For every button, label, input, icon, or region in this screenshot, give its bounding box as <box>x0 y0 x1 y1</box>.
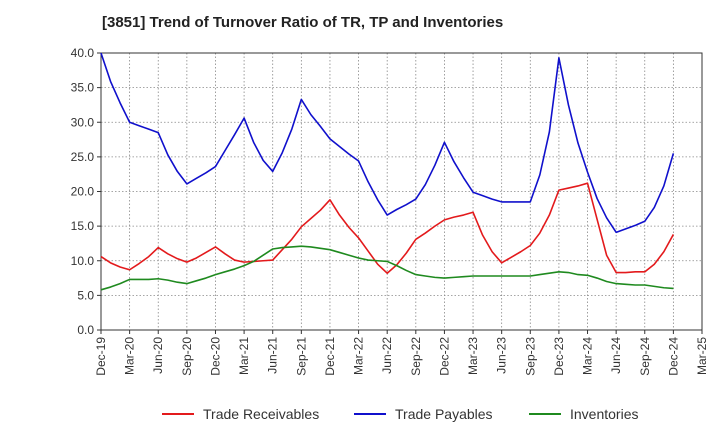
x-tick-label: Sep-24 <box>638 337 652 376</box>
x-tick-label: Sep-21 <box>294 337 308 376</box>
x-tick-label: Dec-19 <box>94 337 108 376</box>
x-tick-label: Mar-24 <box>581 337 595 375</box>
x-tick-label: Dec-21 <box>323 337 337 376</box>
axes: 0.0 5.0 10.0 15.0 20.0 25.0 30.0 35.0 40.0 Dec-19… <box>71 46 709 376</box>
x-tick-label: Sep-22 <box>409 337 423 376</box>
x-tick-label: Mar-22 <box>352 337 366 375</box>
x-tick-label: Jun-22 <box>380 337 394 374</box>
x-tick-label: Jun-20 <box>151 337 165 374</box>
x-tick-label: Mar-21 <box>237 337 251 375</box>
x-tick-label: Dec-23 <box>552 337 566 376</box>
x-tick-label: Dec-24 <box>666 337 680 376</box>
x-tick-label: Mar-25 <box>695 337 709 375</box>
x-tick-label: Dec-22 <box>437 337 451 376</box>
series-line-trade-payables <box>100 52 675 234</box>
x-tick-label: Dec-20 <box>208 337 222 376</box>
y-tick-label: 35.0 <box>71 81 95 95</box>
x-tick-label: Mar-23 <box>466 337 480 375</box>
y-tick-label: 0.0 <box>77 323 94 337</box>
y-tick-label: 40.0 <box>71 46 95 60</box>
legend-label: Trade Payables <box>395 406 493 422</box>
y-tick-label: 10.0 <box>71 254 95 268</box>
legend: Trade Receivables Trade Payables Inventori… <box>162 406 638 422</box>
series-line-inventories <box>100 245 674 291</box>
y-tick-label: 5.0 <box>77 288 94 302</box>
series-lines <box>100 52 675 291</box>
y-tick-label: 25.0 <box>71 150 95 164</box>
legend-label: Trade Receivables <box>203 406 319 422</box>
x-tick-label: Jun-23 <box>495 337 509 374</box>
x-tick-label: Sep-20 <box>180 337 194 376</box>
x-tick-label: Jun-21 <box>266 337 280 374</box>
series-line-trade-receivables <box>100 182 675 275</box>
chart-title: [3851] Trend of Turnover Ratio of TR, TP… <box>102 14 504 31</box>
plot-frame <box>100 52 703 331</box>
y-tick-label: 15.0 <box>71 219 95 233</box>
x-tick-label: Mar-20 <box>123 337 137 375</box>
y-tick-label: 20.0 <box>71 185 95 199</box>
legend-label: Inventories <box>570 406 638 422</box>
x-tick-label: Jun-24 <box>609 337 623 374</box>
grid <box>101 52 702 331</box>
y-tick-label: 30.0 <box>71 115 95 129</box>
x-tick-label: Sep-23 <box>523 337 537 376</box>
